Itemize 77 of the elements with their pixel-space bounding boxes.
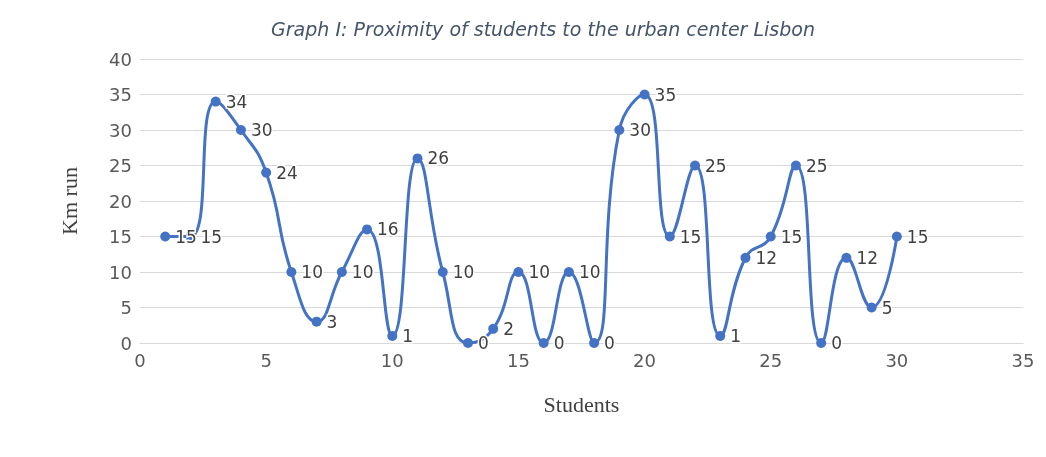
point	[639, 89, 650, 100]
y-tick-label: 10	[109, 261, 132, 283]
data-label: 15	[200, 226, 223, 247]
data-label: 12	[856, 247, 879, 268]
data-label: 1	[402, 325, 414, 346]
point	[462, 338, 473, 348]
data-label: 0	[604, 333, 615, 353]
data-label: 12	[755, 247, 778, 268]
point	[891, 231, 902, 242]
data-label: 25	[705, 155, 727, 176]
y-tick-label: 40	[109, 48, 132, 70]
point	[690, 160, 701, 171]
data-label: 26	[427, 148, 450, 169]
point	[715, 330, 726, 341]
point	[866, 302, 877, 313]
x-tick-label: 15	[506, 349, 530, 371]
point	[286, 267, 297, 277]
data-label: 2	[503, 318, 515, 339]
data-label: 15	[906, 226, 929, 247]
y-tick-label: 5	[120, 297, 132, 318]
data-label: 30	[250, 120, 273, 140]
point	[437, 267, 448, 277]
y-tick-label: 30	[109, 119, 132, 141]
x-tick-label: 0	[134, 349, 146, 371]
point	[740, 252, 751, 263]
data-label: 15	[679, 226, 702, 247]
point	[664, 231, 675, 242]
data-label: 1	[730, 325, 742, 346]
data-label: 10	[351, 262, 374, 282]
data-label: 35	[654, 84, 677, 105]
y-tick-label: 0	[120, 332, 132, 354]
data-label: 0	[553, 333, 565, 353]
y-axis-title: Km run	[56, 167, 82, 235]
chart-title: Graph I: Proximity of students to the urban center Lisbon	[271, 17, 815, 40]
data-label: 10	[578, 262, 601, 282]
point	[412, 153, 423, 164]
point	[589, 338, 600, 348]
point	[614, 125, 625, 135]
point	[311, 316, 322, 327]
x-tick-label: 10	[380, 349, 404, 371]
data-label: 34	[225, 91, 248, 112]
x-axis-title: Students	[543, 391, 620, 417]
point	[790, 160, 801, 171]
point	[336, 267, 347, 277]
x-tick-label: 25	[759, 349, 783, 371]
x-tick-label: 20	[633, 349, 657, 371]
data-label: 10	[301, 262, 324, 282]
point	[538, 338, 549, 348]
point	[160, 231, 171, 242]
data-label: 16	[377, 219, 399, 240]
y-tick-label: 15	[109, 226, 132, 247]
data-label: 10	[528, 262, 551, 282]
point	[261, 167, 272, 178]
point	[387, 330, 398, 341]
y-tick-label: 35	[109, 84, 132, 105]
data-label: 15	[780, 226, 803, 247]
data-label: 3	[326, 311, 338, 332]
data-label: 25	[805, 155, 828, 176]
point	[816, 338, 827, 348]
point	[210, 96, 221, 107]
data-label: 5	[881, 297, 893, 318]
y-tick-label: 25	[109, 155, 132, 176]
point	[765, 231, 776, 242]
data-label: 10	[452, 262, 475, 282]
x-tick-label: 35	[1011, 349, 1035, 371]
point	[488, 323, 499, 334]
point	[513, 267, 524, 277]
data-label: 24	[276, 162, 298, 183]
data-label: 30	[629, 120, 651, 140]
point	[841, 252, 852, 263]
point	[362, 224, 373, 235]
x-tick-label: 30	[885, 349, 909, 371]
data-label: 0	[831, 333, 842, 353]
x-tick-label: 5	[260, 349, 272, 371]
y-tick-label: 20	[109, 190, 132, 212]
point	[235, 125, 246, 135]
point	[563, 267, 574, 277]
